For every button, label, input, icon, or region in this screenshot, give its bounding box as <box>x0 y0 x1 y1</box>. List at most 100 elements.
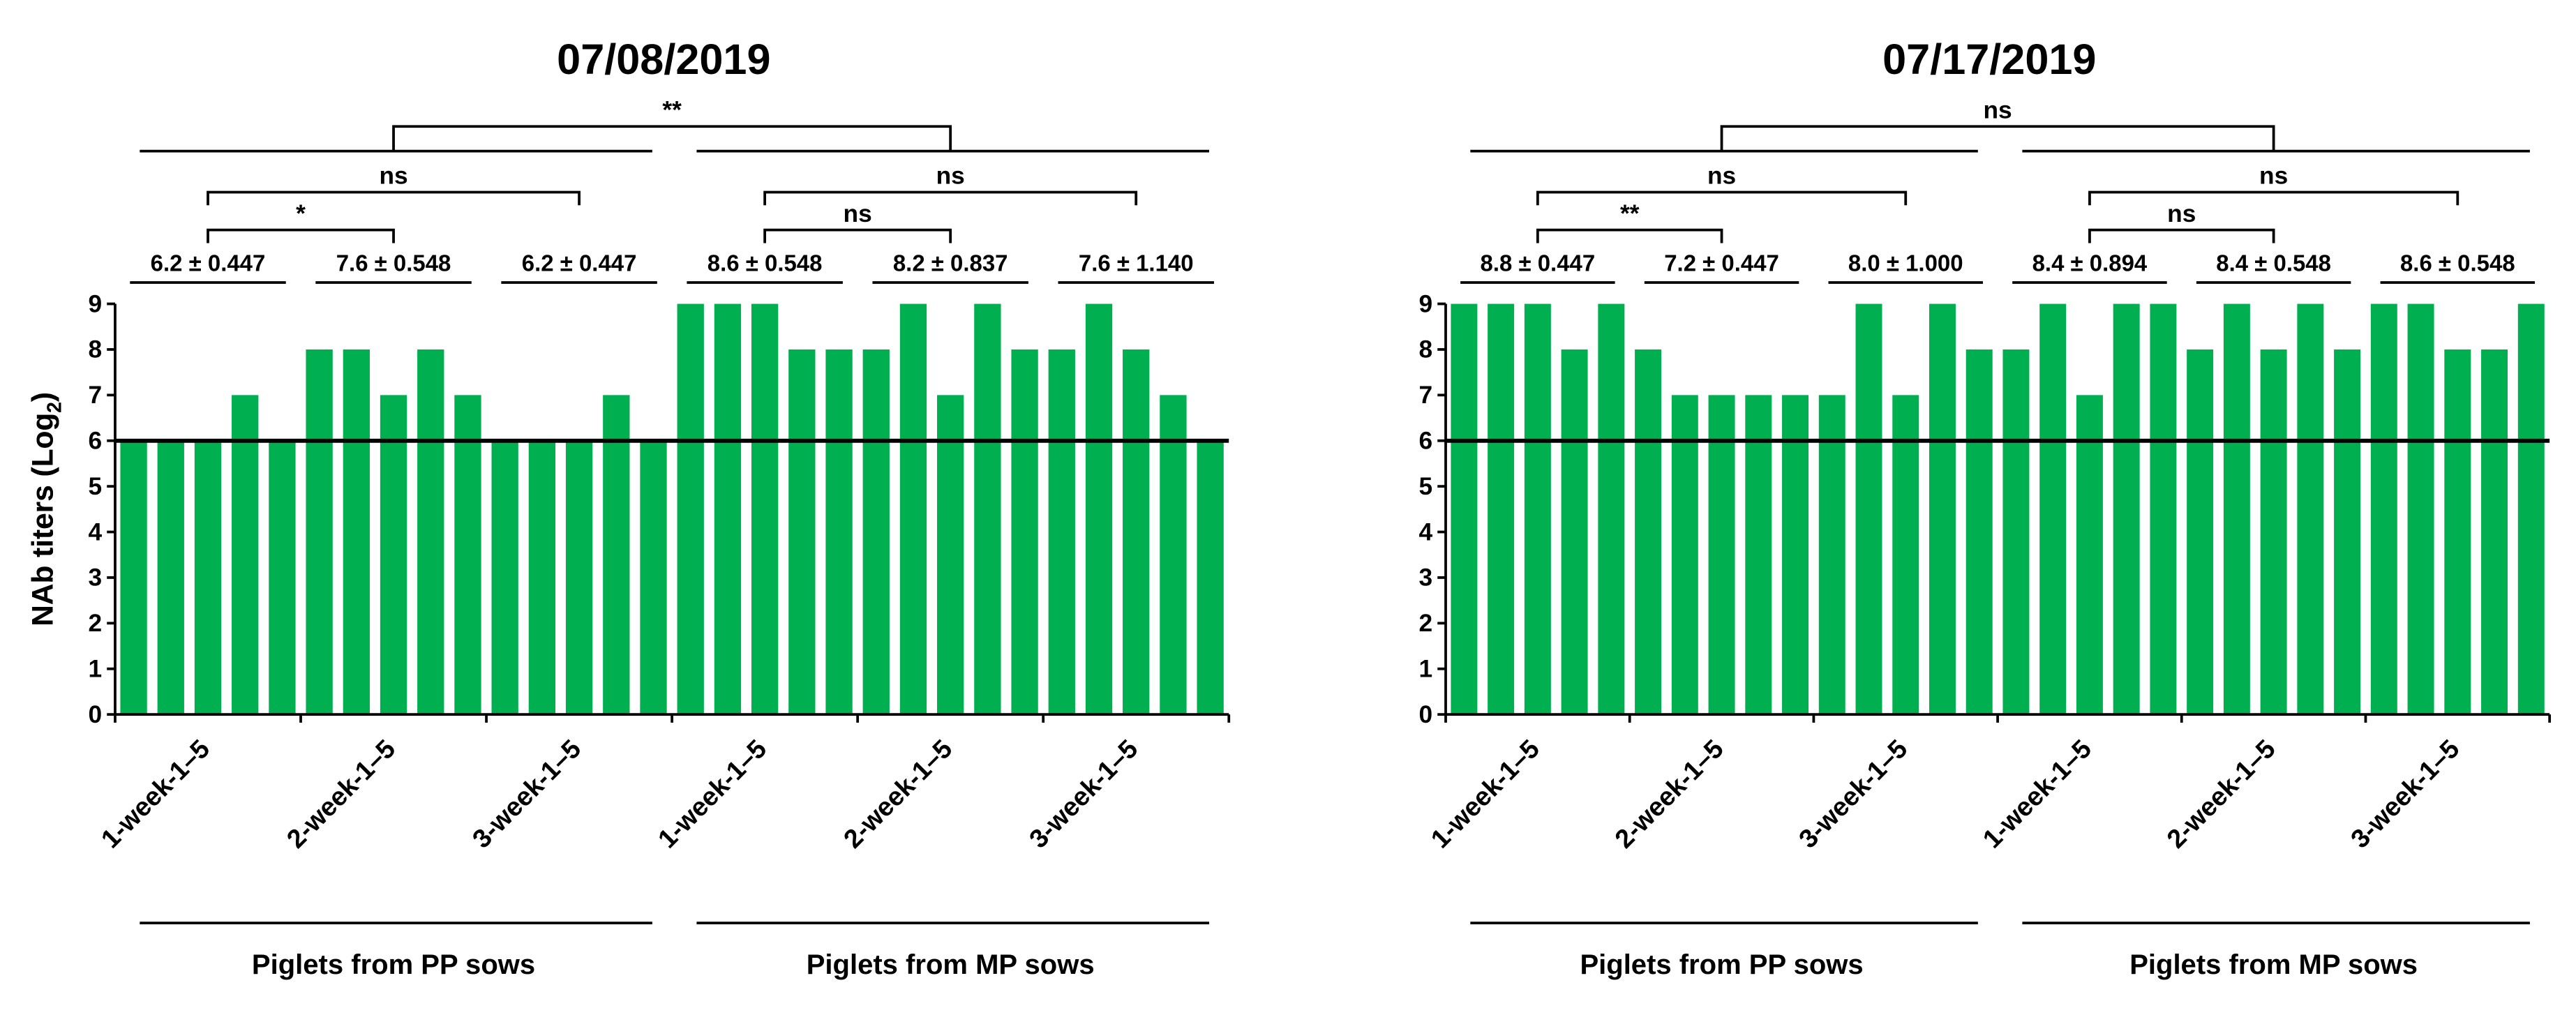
y-tick-label: 2 <box>89 610 103 637</box>
stat-label: 8.6 ± 0.548 <box>2400 250 2515 276</box>
stat-label: 8.8 ± 0.447 <box>1481 250 1596 276</box>
bar <box>1818 395 1845 715</box>
comparison-label: ns <box>2259 163 2288 190</box>
bar <box>1929 303 1956 715</box>
bar <box>417 349 444 715</box>
bar <box>899 303 927 715</box>
group-label: 1-week-1–5 <box>96 734 216 854</box>
bar <box>1488 303 1515 715</box>
comparison-label: * <box>296 200 306 227</box>
y-tick-label: 4 <box>1419 518 1433 546</box>
comparison-bracket <box>207 190 581 206</box>
bar <box>640 440 667 715</box>
comparison-label: ns <box>2167 200 2196 227</box>
bar <box>2187 349 2214 715</box>
bar <box>2150 303 2177 715</box>
bar <box>2039 303 2067 715</box>
bar <box>1745 395 1772 715</box>
y-tick-label: 5 <box>89 473 103 500</box>
group-label: 2-week-1–5 <box>281 734 401 854</box>
bar <box>2260 349 2287 715</box>
y-tick-label: 8 <box>1419 336 1433 363</box>
bar <box>1524 303 1551 715</box>
group-label: 2-week-1–5 <box>2161 734 2281 854</box>
y-tick-label: 2 <box>1419 610 1433 637</box>
group-label: 3-week-1–5 <box>1793 734 1913 854</box>
bar <box>306 349 333 715</box>
bar <box>565 440 593 715</box>
bar <box>2370 303 2397 715</box>
y-axis-label-end: ) <box>27 392 59 402</box>
side-label: Piglets from PP sows <box>1580 949 1863 980</box>
side-comparison-label: ns <box>1983 97 2012 124</box>
bar <box>1451 303 1478 715</box>
stat-label: 6.2 ± 0.447 <box>151 250 266 276</box>
y-tick-label: 8 <box>89 336 103 363</box>
stat-label: 8.0 ± 1.000 <box>1848 250 1963 276</box>
comparison-label: ns <box>1707 163 1736 190</box>
group-label: 2-week-1–5 <box>838 734 958 854</box>
y-tick-label: 0 <box>89 701 103 728</box>
bar <box>491 440 518 715</box>
bar <box>2113 303 2140 715</box>
group-label: 3-week-1–5 <box>467 734 587 854</box>
bar <box>1671 395 1698 715</box>
y-tick-label: 7 <box>1419 382 1433 409</box>
y-axis-label-sub: 2 <box>43 402 65 413</box>
group-label: 1-week-1–5 <box>1425 734 1545 854</box>
bar <box>2223 303 2250 715</box>
bar <box>1635 349 1662 715</box>
bar <box>862 349 890 715</box>
y-tick-label: 4 <box>89 518 103 546</box>
bar <box>1160 395 1187 715</box>
side-label: Piglets from MP sows <box>2129 949 2418 980</box>
bar <box>120 440 147 715</box>
bar <box>1011 349 1038 715</box>
comparison-bracket <box>1536 190 1908 206</box>
stat-label: 8.2 ± 0.837 <box>893 250 1008 276</box>
y-axis-label-text: NAb titers (Log <box>27 413 59 626</box>
bar <box>714 303 742 715</box>
bar <box>603 395 630 715</box>
y-tick-label: 5 <box>1419 473 1433 500</box>
y-tick-label: 3 <box>1419 564 1433 592</box>
y-tick-label: 6 <box>89 428 103 455</box>
y-tick-label: 9 <box>1419 290 1433 317</box>
comparison-bracket <box>207 228 395 243</box>
y-tick-label: 6 <box>1419 428 1433 455</box>
bar <box>2517 303 2545 715</box>
comparison-bracket <box>763 228 952 243</box>
bar <box>1708 395 1735 715</box>
bar <box>528 440 556 715</box>
bar <box>2076 395 2103 715</box>
chart-title: 07/08/2019 <box>557 36 770 83</box>
group-label: 1-week-1–5 <box>652 734 772 854</box>
bar <box>751 303 779 715</box>
y-tick-label: 3 <box>89 564 103 592</box>
bar <box>194 440 222 715</box>
comparison-label: ns <box>379 163 407 190</box>
bar <box>2444 349 2471 715</box>
side-comparison-bracket <box>1720 125 2275 151</box>
side-label: Piglets from MP sows <box>807 949 1095 980</box>
stat-label: 7.6 ± 0.548 <box>336 250 451 276</box>
bar <box>1598 303 1625 715</box>
bar <box>1085 303 1113 715</box>
stat-label: 6.2 ± 0.447 <box>522 250 637 276</box>
bar <box>825 349 853 715</box>
stat-label: 8.6 ± 0.548 <box>707 250 823 276</box>
side-label: Piglets from PP sows <box>252 949 535 980</box>
chart-title: 07/17/2019 <box>1882 36 2096 83</box>
bar <box>269 440 296 715</box>
comparison-bracket <box>1536 228 1723 243</box>
bar <box>937 395 964 715</box>
bar <box>1965 349 1993 715</box>
y-tick-label: 0 <box>1419 701 1433 728</box>
comparison-bracket <box>2088 228 2275 243</box>
bar <box>1048 349 1075 715</box>
bar <box>380 395 407 715</box>
y-tick-label: 9 <box>89 290 103 317</box>
group-label: 3-week-1–5 <box>2345 734 2465 854</box>
bar <box>454 395 481 715</box>
bar <box>157 440 184 715</box>
